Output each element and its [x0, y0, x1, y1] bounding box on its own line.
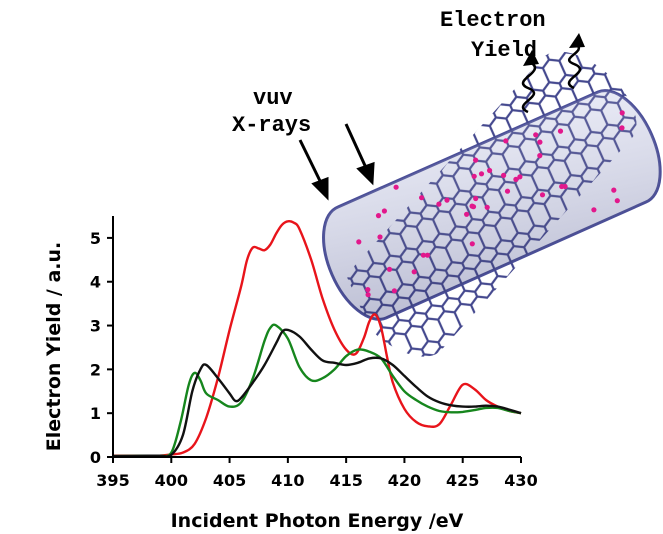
x-tick-label: 415: [329, 471, 362, 490]
nanotube-illustration: [292, 31, 663, 378]
dopant-atom: [539, 192, 546, 198]
electron-yield-arrows: [521, 33, 585, 114]
dopant-atom: [619, 125, 625, 131]
y-tick-label: 5: [90, 229, 101, 248]
dopant-atom: [375, 213, 382, 219]
dopant-atom: [436, 201, 442, 207]
annotation-xrays: X-rays: [232, 113, 311, 138]
series-line-2: [112, 323, 522, 458]
dopant-atom: [419, 195, 425, 201]
dopant-atom: [469, 241, 475, 247]
annotation-yield: Yield: [471, 38, 537, 63]
x-axis-label: Incident Photon Energy /eV: [171, 510, 464, 532]
dopant-atom: [503, 138, 509, 144]
y-tick-label: 1: [90, 404, 101, 423]
dopant-atom: [393, 184, 399, 190]
x-tick-label: 410: [271, 471, 304, 490]
dopant-atom: [591, 207, 597, 213]
electron-squiggle-left: [521, 60, 537, 114]
dopant-atom: [513, 176, 519, 182]
y-tick-label: 2: [90, 360, 101, 379]
dopant-atom: [444, 197, 450, 203]
dopant-atom: [411, 269, 417, 275]
dopant-atom: [559, 183, 565, 190]
dopant-atom: [487, 167, 493, 174]
annotation-electron: Electron: [440, 8, 546, 33]
series-line-3: [112, 328, 522, 458]
dopant-atom: [391, 288, 397, 294]
dopant-atoms: [356, 110, 625, 298]
dopant-atom: [501, 172, 507, 178]
annotation-vuv: vuv: [253, 86, 293, 111]
incident-arrow-right: [344, 123, 369, 171]
axes-layer: [112, 216, 521, 458]
incident-arrows: [298, 123, 375, 201]
dopant-atom: [537, 153, 543, 159]
dopant-atom: [377, 234, 383, 240]
x-tick-label: 420: [388, 471, 421, 490]
dopant-atom: [381, 208, 387, 214]
dopant-atom: [469, 203, 475, 209]
electron-squiggle-right: [567, 42, 582, 90]
dopant-atom: [473, 157, 479, 163]
dopant-atom: [386, 266, 393, 272]
x-tick-label: 395: [96, 471, 129, 490]
y-tick-label: 4: [90, 273, 101, 292]
dopant-atom: [424, 252, 431, 258]
dopant-atom: [557, 128, 564, 134]
x-tick-label: 425: [446, 471, 479, 490]
x-tick-label: 405: [213, 471, 246, 490]
y-tick-label: 0: [90, 448, 101, 467]
dopant-atom: [473, 195, 479, 202]
dopant-atom: [365, 287, 371, 293]
x-tick-label: 430: [504, 471, 537, 490]
dopant-atom: [533, 132, 539, 138]
dopant-atom: [464, 211, 470, 217]
x-tick-label: 400: [155, 471, 188, 490]
y-axis-label: Electron Yield / a.u.: [43, 242, 65, 452]
dopant-atom: [517, 174, 523, 180]
incident-arrow-left: [298, 139, 324, 186]
dopant-atom: [484, 204, 490, 210]
dopant-atom: [356, 239, 362, 245]
dopant-atom: [365, 292, 371, 298]
dopant-atom: [471, 173, 477, 179]
dopant-atom: [420, 252, 426, 258]
series-line-1: [113, 219, 522, 457]
chart: 395 400 405 410 415 420 425 430 0 1 2 3 4 5 Incident …: [43, 216, 538, 532]
ticks-layer: 395 400 405 410 415 420 425 430 0 1 2 3 4 5: [90, 229, 538, 490]
dopant-atom: [611, 187, 617, 193]
dopant-atom: [614, 198, 620, 204]
dopant-atom: [619, 110, 625, 116]
dopant-atom: [478, 171, 485, 177]
dopant-atom: [504, 188, 511, 194]
y-tick-label: 3: [90, 317, 101, 336]
series-layer: [112, 219, 522, 458]
dopant-atom: [537, 139, 543, 145]
